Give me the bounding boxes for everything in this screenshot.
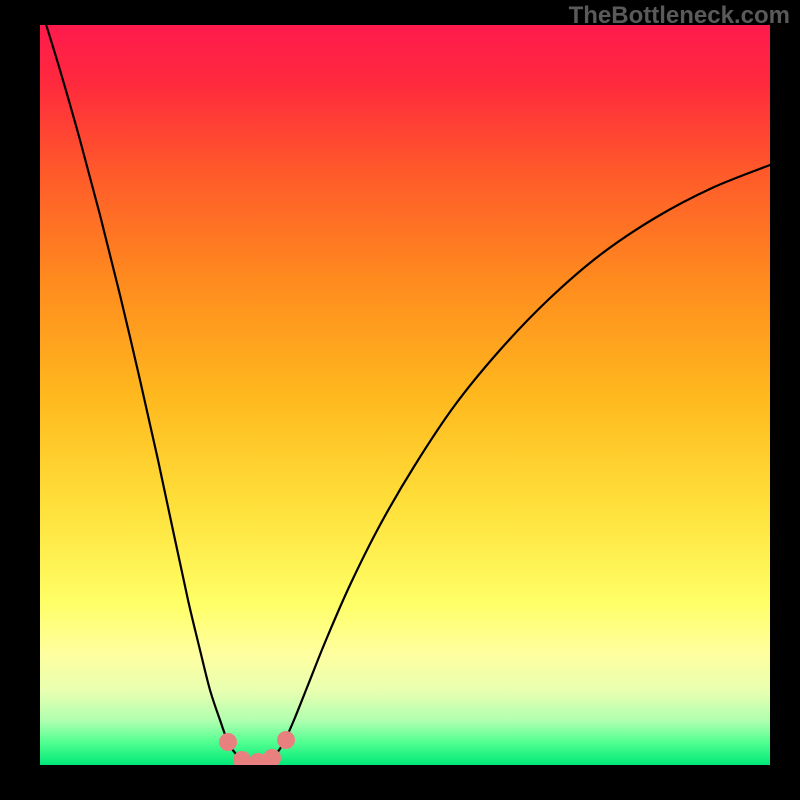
trough-marker — [277, 731, 295, 749]
trough-marker — [219, 733, 237, 751]
bottleneck-curve-chart — [40, 25, 770, 765]
plot-background — [40, 25, 770, 765]
chart-container: TheBottleneck.com — [0, 0, 800, 800]
